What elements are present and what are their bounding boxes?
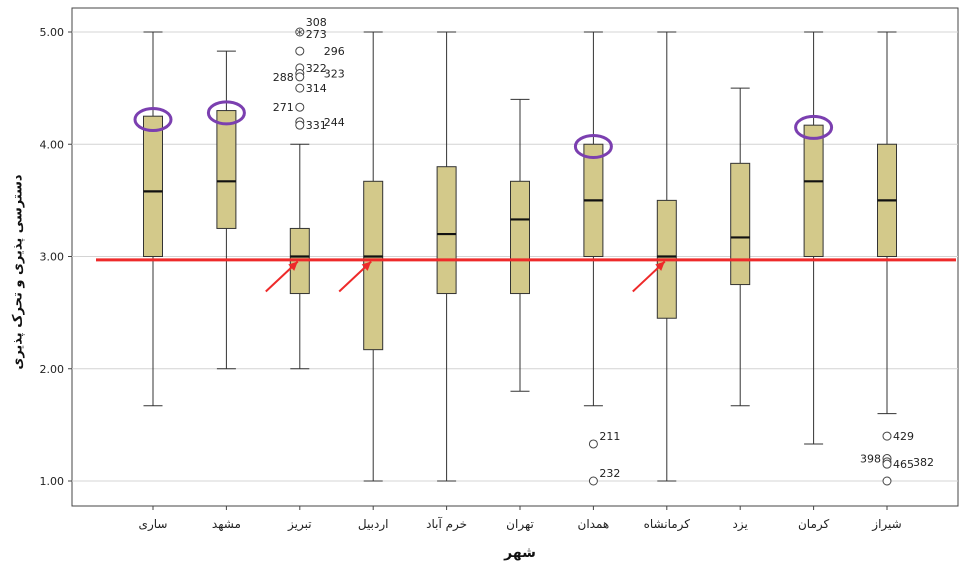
- x-tick-label: مشهد: [212, 517, 241, 531]
- x-tick-label: همدان: [578, 517, 610, 531]
- annotation-arrowhead: [288, 261, 298, 271]
- outlier-point: [588, 439, 598, 449]
- highlight-ellipse: [573, 133, 613, 159]
- x-tick-label: کرمانشاه: [644, 517, 691, 532]
- outlier-label: 308: [306, 16, 327, 29]
- outlier-extreme: *: [297, 28, 304, 43]
- annotation-arrowhead: [361, 261, 372, 271]
- x-tick-label: ساری: [139, 517, 168, 532]
- outlier-label: 323: [324, 68, 345, 81]
- y-tick-label: 1.00: [40, 475, 65, 488]
- box-iqr: [436, 166, 457, 295]
- outlier-point: [295, 83, 305, 93]
- outlier-label: 273: [306, 28, 327, 41]
- annotation-arrowhead: [655, 261, 665, 271]
- outlier-point: [295, 120, 305, 130]
- outlier-point: [882, 459, 892, 469]
- outlier-point: [882, 431, 892, 441]
- outlier-point: [882, 476, 892, 486]
- box-iqr: [143, 115, 163, 257]
- outlier-label: 429: [893, 430, 914, 443]
- box-iqr: [730, 162, 751, 286]
- outlier-label: 398: [860, 453, 881, 466]
- x-tick-label: تبریز: [287, 517, 312, 532]
- outlier-label: 271: [273, 101, 294, 114]
- x-tick-label: شیراز: [871, 517, 901, 532]
- x-axis-title: شهر: [504, 545, 536, 561]
- outlier-label: 232: [599, 467, 620, 480]
- highlight-ellipse: [206, 100, 246, 126]
- outlier-label: 211: [599, 430, 620, 443]
- y-tick-label: 5.00: [40, 26, 65, 39]
- y-tick-label: 3.00: [40, 251, 65, 264]
- outlier-point: [295, 27, 305, 37]
- outlier-point: [295, 72, 305, 82]
- x-tick-label: یزد: [733, 517, 748, 532]
- outlier-label: 382: [913, 456, 934, 469]
- outlier-point: [295, 46, 305, 56]
- highlight-ellipse: [133, 107, 173, 133]
- x-tick-label: تهران: [506, 517, 534, 532]
- box-iqr: [803, 124, 824, 258]
- outlier-label: 331: [306, 119, 327, 132]
- y-axis-title: دسترسی پذیری و تحرک پذیری: [10, 174, 26, 370]
- outlier-point: [588, 476, 598, 486]
- outlier-label: 322: [306, 62, 327, 75]
- x-tick-label: کرمان: [798, 517, 830, 532]
- box-iqr: [510, 180, 530, 295]
- y-tick-label: 4.00: [40, 138, 65, 151]
- outlier-point: [295, 102, 305, 112]
- x-tick-label: خرم آباد: [426, 516, 467, 532]
- x-tick-label: اردبیل: [358, 517, 389, 532]
- outlier-label: 296: [324, 45, 345, 58]
- outlier-label: 288: [273, 71, 294, 84]
- box-iqr: [216, 110, 237, 229]
- outlier-label: 244: [324, 116, 345, 129]
- outlier-label: 314: [306, 82, 327, 95]
- y-tick-label: 2.00: [40, 363, 65, 376]
- highlight-ellipse: [794, 114, 834, 140]
- outlier-label: 465: [893, 458, 914, 471]
